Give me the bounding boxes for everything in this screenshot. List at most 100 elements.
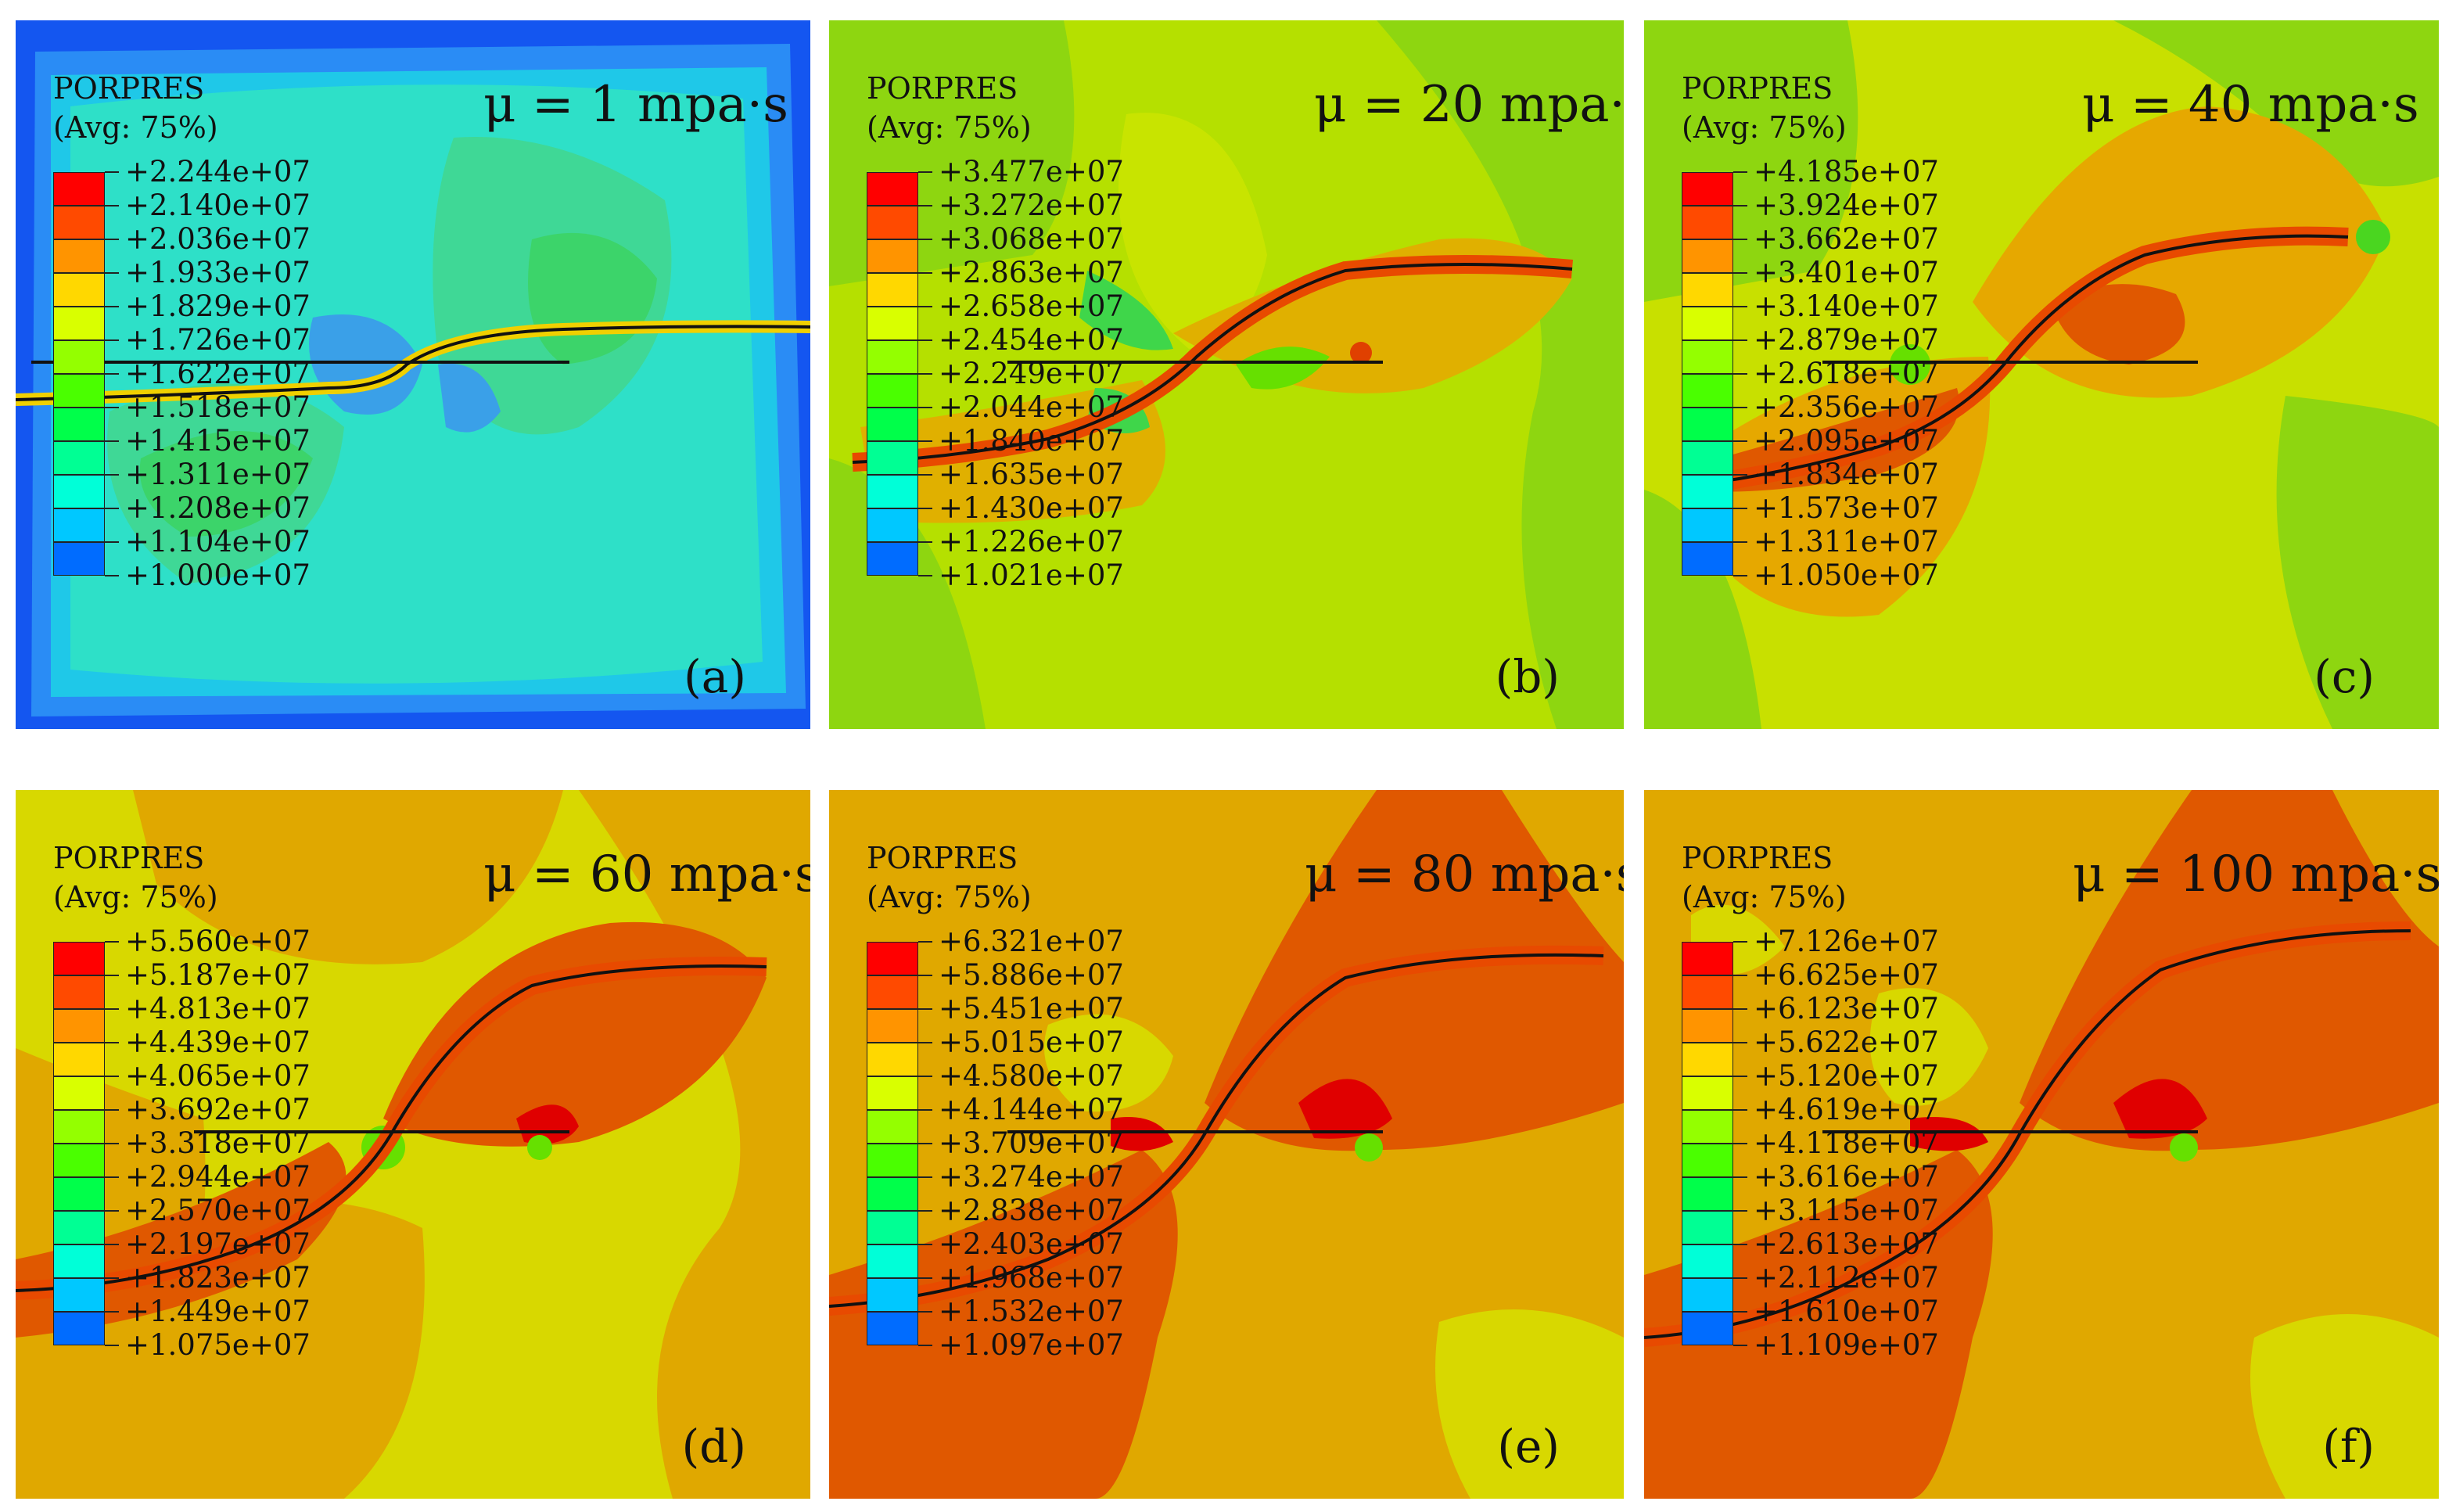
legend-level-value: +4.813e+07 <box>125 992 311 1025</box>
legend-level-value: +1.518e+07 <box>125 390 311 424</box>
legend-tick <box>105 975 119 976</box>
legend-color-swatch <box>1682 1009 1733 1043</box>
averaging-label: (Avg: 75%) <box>1682 110 1847 145</box>
legend-level-value: +5.886e+07 <box>939 958 1124 992</box>
legend-tick <box>1733 407 1747 408</box>
legend-tick <box>105 440 119 442</box>
panel-label: (f) <box>2322 1420 2375 1473</box>
legend-level-value: +2.403e+07 <box>939 1227 1124 1261</box>
legend-level-value: +1.726e+07 <box>125 323 311 357</box>
legend-level-value: +3.616e+07 <box>1754 1160 1939 1194</box>
legend-color-swatch <box>1682 172 1733 206</box>
panel-f: PORPRES (Avg: 75%) μ = 100 mpa·s (f) +7.… <box>1644 790 2439 1499</box>
pore-pressure-field-a <box>16 20 810 729</box>
legend-color-swatch <box>53 1144 105 1177</box>
legend-level-value: +1.104e+07 <box>125 525 311 558</box>
field-variable-title: PORPRES <box>1682 841 1833 875</box>
legend-tick <box>105 1311 119 1313</box>
legend-tick <box>918 1008 932 1010</box>
legend-tick <box>105 941 119 943</box>
legend-tick <box>918 1176 932 1178</box>
legend-level-value: +5.187e+07 <box>125 958 311 992</box>
panel-label: (d) <box>681 1420 746 1473</box>
field-variable-title: PORPRES <box>53 841 205 875</box>
legend-tick <box>918 339 932 341</box>
field-variable-title: PORPRES <box>53 71 205 106</box>
legend-tick <box>105 1109 119 1111</box>
panel-label: (e) <box>1497 1420 1560 1473</box>
legend-level-value: +1.840e+07 <box>939 424 1124 458</box>
legend-level-value: +2.112e+07 <box>1754 1261 1939 1295</box>
legend-tick <box>105 1143 119 1144</box>
legend-tick <box>105 272 119 274</box>
legend-level-value: +2.454e+07 <box>939 323 1124 357</box>
legend-color-swatch <box>53 307 105 340</box>
legend-tick <box>1733 373 1747 375</box>
legend-color-swatch <box>867 374 918 408</box>
field-variable-title: PORPRES <box>1682 71 1833 106</box>
legend-tick <box>105 1176 119 1178</box>
legend-tick <box>918 1345 932 1346</box>
legend-level-value: +2.838e+07 <box>939 1194 1124 1227</box>
viscosity-label: μ = 100 mpa·s <box>2073 846 2439 903</box>
legend-tick <box>1733 1042 1747 1043</box>
legend-level-value: +2.249e+07 <box>939 357 1124 390</box>
legend-color-swatch <box>867 340 918 374</box>
pore-pressure-field-d <box>16 790 810 1499</box>
legend-color-swatch <box>53 542 105 576</box>
legend-level-value: +1.968e+07 <box>939 1261 1124 1295</box>
legend-color-swatch <box>1682 475 1733 508</box>
legend-level-value: +4.439e+07 <box>125 1025 311 1059</box>
legend-tick <box>105 1244 119 1245</box>
legend-color-swatch <box>1682 239 1733 273</box>
legend-tick <box>1733 1109 1747 1111</box>
legend-level-value: +4.065e+07 <box>125 1059 311 1093</box>
legend-level-value: +4.118e+07 <box>1754 1126 1939 1160</box>
legend-tick <box>918 239 932 240</box>
legend-level-value: +2.658e+07 <box>939 289 1124 323</box>
legend-tick <box>105 239 119 240</box>
legend-level-value: +6.321e+07 <box>939 925 1124 958</box>
legend-tick <box>105 306 119 307</box>
legend-level-value: +1.311e+07 <box>125 458 311 491</box>
legend-level-value: +1.933e+07 <box>125 256 311 289</box>
legend-color-swatch <box>867 1043 918 1076</box>
legend-tick <box>105 1210 119 1212</box>
legend-color-swatch <box>1682 206 1733 239</box>
legend-tick <box>1733 1210 1747 1212</box>
legend-tick <box>918 1244 932 1245</box>
panel-e: PORPRES (Avg: 75%) μ = 80 mpa·s (e) +6.3… <box>829 790 1624 1499</box>
legend-color-swatch <box>53 1110 105 1144</box>
legend-level-value: +6.625e+07 <box>1754 958 1939 992</box>
legend-tick <box>918 508 932 509</box>
legend-level-value: +2.140e+07 <box>125 189 311 222</box>
legend-color-swatch <box>867 1278 918 1312</box>
legend-level-value: +1.829e+07 <box>125 289 311 323</box>
legend-level-value: +2.197e+07 <box>125 1227 311 1261</box>
legend-tick <box>1733 171 1747 173</box>
legend-level-value: +1.075e+07 <box>125 1328 311 1362</box>
legend-color-swatch <box>867 206 918 239</box>
legend-color-swatch <box>867 408 918 441</box>
legend-level-value: +1.109e+07 <box>1754 1328 1939 1362</box>
legend-level-value: +4.580e+07 <box>939 1059 1124 1093</box>
legend-level-value: +2.036e+07 <box>125 222 311 256</box>
legend-level-value: +1.635e+07 <box>939 458 1124 491</box>
legend-color-swatch <box>53 273 105 307</box>
panel-label: (a) <box>684 650 746 703</box>
legend-level-value: +5.560e+07 <box>125 925 311 958</box>
field-variable-title: PORPRES <box>867 841 1018 875</box>
legend-tick <box>1733 272 1747 274</box>
panel-label: (b) <box>1495 650 1560 703</box>
legend-tick <box>1733 941 1747 943</box>
legend-tick <box>1733 239 1747 240</box>
legend-level-value: +1.311e+07 <box>1754 525 1939 558</box>
pore-pressure-field-b <box>829 20 1624 729</box>
legend-tick <box>1733 205 1747 207</box>
legend-color-swatch <box>867 942 918 975</box>
legend-tick <box>918 373 932 375</box>
legend-level-value: +5.015e+07 <box>939 1025 1124 1059</box>
legend-tick <box>918 306 932 307</box>
legend-level-value: +1.050e+07 <box>1754 558 1939 592</box>
legend-level-value: +1.021e+07 <box>939 558 1124 592</box>
